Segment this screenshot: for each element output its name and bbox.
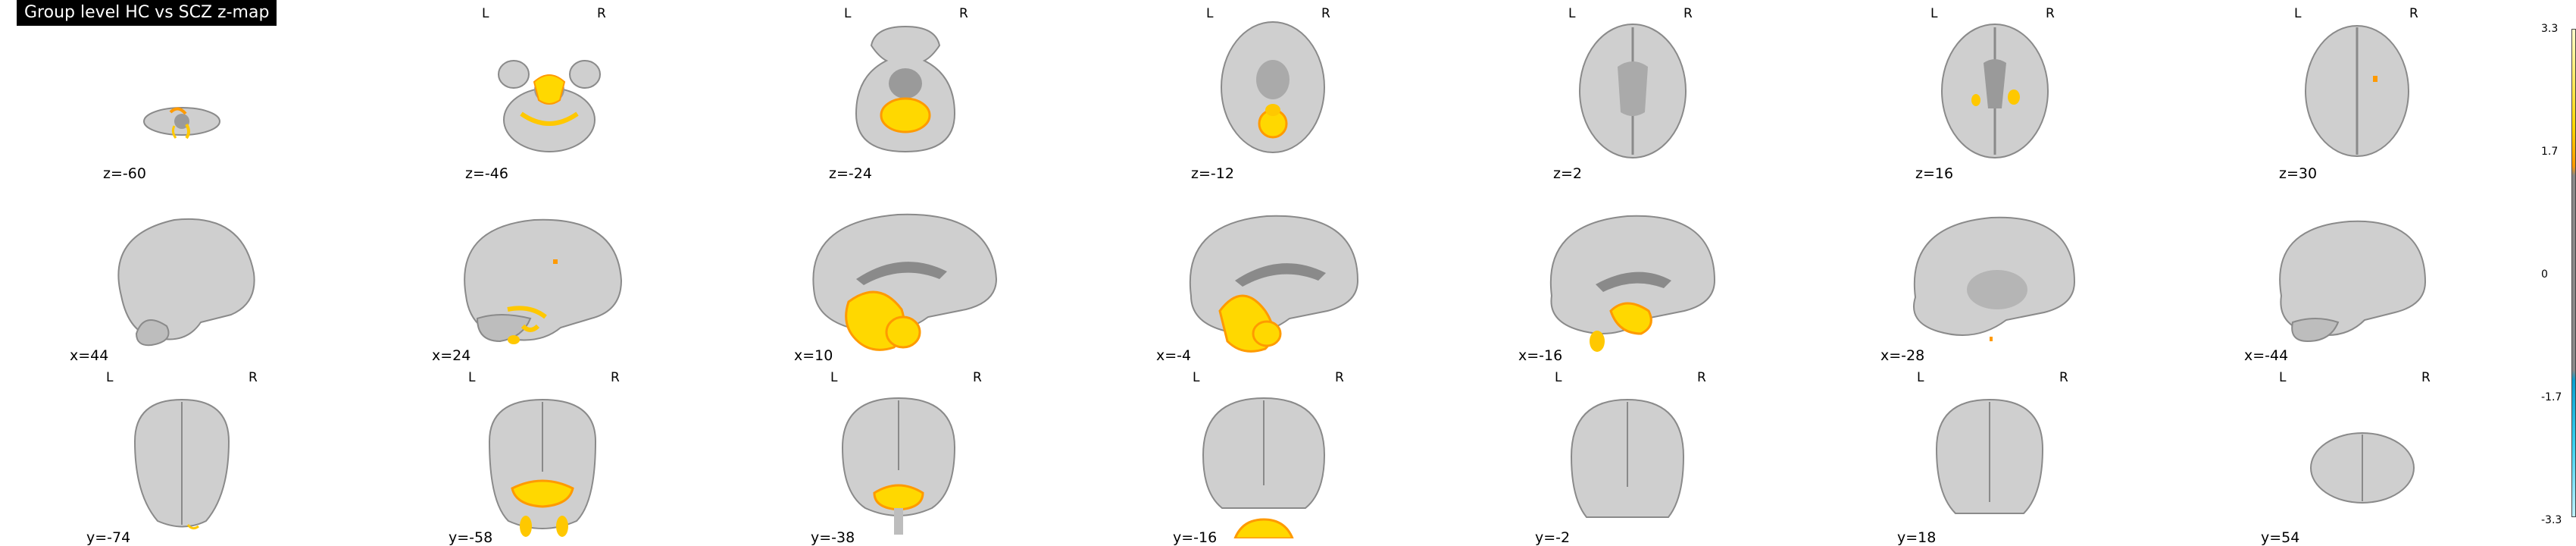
slice-coordinate-label: z=16	[1915, 165, 1954, 182]
coronal-slice-4	[1202, 397, 1326, 538]
axial-slice-1	[143, 107, 220, 140]
slice-coordinate-label: z=-24	[829, 165, 872, 182]
slice-coordinate-label: x=24	[432, 347, 471, 364]
slice-coordinate-label: z=-12	[1191, 165, 1234, 182]
slice-coordinate-label: y=-38	[811, 529, 855, 546]
axial-slice-3	[855, 25, 956, 153]
slice-coordinate-label: x=-28	[1880, 347, 1925, 364]
slice-coordinate-label: z=2	[1553, 165, 1582, 182]
coronal-slice-1	[133, 398, 230, 530]
slice-coordinate-label: x=-16	[1518, 347, 1563, 364]
slice-coordinate-label: y=-2	[1535, 529, 1571, 546]
coronal-slice-5	[1570, 398, 1685, 518]
orientation-left-label: L	[1555, 370, 1562, 385]
orientation-left-label: L	[106, 370, 114, 385]
axial-slice-7	[2305, 25, 2409, 157]
sagittal-slice-5	[1549, 215, 1716, 352]
axial-slice-4	[1221, 21, 1325, 153]
axial-slice-5	[1579, 24, 1687, 158]
slice-coordinate-label: y=18	[1897, 529, 1937, 546]
orientation-left-label: L	[1930, 6, 1938, 21]
orientation-right-label: R	[1321, 6, 1330, 21]
orientation-right-label: R	[249, 370, 258, 385]
colorbar	[2571, 29, 2576, 517]
orientation-left-label: L	[1193, 370, 1200, 385]
orientation-right-label: R	[1697, 370, 1706, 385]
orientation-left-label: L	[1917, 370, 1924, 385]
orientation-right-label: R	[973, 370, 982, 385]
orientation-left-label: L	[1568, 6, 1576, 21]
orientation-left-label: L	[844, 6, 852, 21]
orientation-left-label: L	[468, 370, 476, 385]
slice-coordinate-label: y=54	[2261, 529, 2300, 546]
colorbar-tick: -1.7	[2541, 391, 2562, 403]
colorbar-tick: 0	[2541, 268, 2548, 281]
slice-coordinate-label: x=-44	[2244, 347, 2289, 364]
axial-slice-2	[498, 60, 601, 152]
slice-coordinate-label: y=-16	[1173, 529, 1218, 546]
sagittal-slice-3	[812, 213, 998, 351]
colorbar-tick: -3.3	[2541, 514, 2562, 526]
figure-title: Group level HC vs SCZ z-map	[17, 0, 277, 26]
orientation-right-label: R	[1335, 370, 1344, 385]
slice-coordinate-label: x=-4	[1156, 347, 1192, 364]
coronal-slice-7	[2310, 432, 2415, 504]
sagittal-slice-7	[2279, 220, 2427, 343]
sagittal-slice-4	[1189, 215, 1359, 353]
orientation-right-label: R	[611, 370, 620, 385]
orientation-right-label: R	[1683, 6, 1693, 21]
orientation-right-label: R	[2059, 370, 2068, 385]
sagittal-slice-2	[464, 218, 623, 344]
orientation-left-label: L	[482, 6, 489, 21]
colorbar-tick: 3.3	[2541, 23, 2559, 35]
coronal-slice-2	[488, 398, 597, 537]
colorbar-tick: 1.7	[2541, 146, 2559, 158]
slice-coordinate-label: z=30	[2279, 165, 2318, 182]
axial-slice-6	[1941, 24, 2049, 158]
slice-coordinate-label: y=-58	[449, 529, 493, 546]
slice-coordinate-label: z=-46	[465, 165, 508, 182]
slice-coordinate-label: x=10	[794, 347, 833, 364]
orientation-left-label: L	[2294, 6, 2302, 21]
orientation-left-label: L	[2279, 370, 2287, 385]
slice-coordinate-label: y=-74	[86, 529, 131, 546]
sagittal-slice-6	[1913, 216, 2076, 341]
sagittal-slice-1	[117, 218, 255, 347]
orientation-right-label: R	[2409, 6, 2418, 21]
orientation-right-label: R	[2046, 6, 2055, 21]
orientation-left-label: L	[1206, 6, 1214, 21]
coronal-slice-3	[841, 397, 956, 535]
orientation-right-label: R	[959, 6, 968, 21]
slice-coordinate-label: z=-60	[103, 165, 146, 182]
orientation-right-label: R	[2421, 370, 2431, 385]
orientation-right-label: R	[597, 6, 606, 21]
orientation-left-label: L	[830, 370, 838, 385]
coronal-slice-6	[1935, 398, 2044, 514]
slice-coordinate-label: x=44	[70, 347, 109, 364]
